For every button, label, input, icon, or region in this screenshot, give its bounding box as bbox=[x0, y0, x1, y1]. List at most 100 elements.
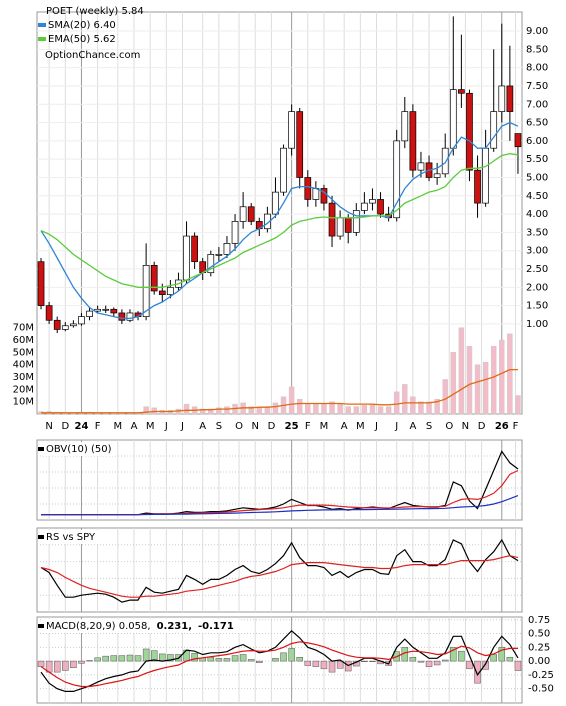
histogram-bar bbox=[70, 660, 77, 668]
y2-tick-label: 60M bbox=[13, 335, 34, 346]
volume-bar bbox=[450, 352, 457, 415]
histogram-bar bbox=[280, 652, 287, 662]
legend-label: -0.171 bbox=[198, 621, 234, 632]
candle-body bbox=[239, 206, 247, 222]
candle-body bbox=[272, 191, 279, 215]
x-tick-label: 26 bbox=[495, 421, 509, 432]
y-tick-label: 1.00 bbox=[526, 319, 548, 330]
x-tick-label: J bbox=[374, 421, 378, 432]
candle-body bbox=[247, 206, 255, 222]
x-tick-label: M bbox=[320, 421, 329, 432]
y-tick-label: 7.00 bbox=[526, 99, 548, 110]
x-tick-label: J bbox=[394, 421, 398, 432]
candle-body bbox=[37, 261, 45, 306]
candle-body bbox=[409, 111, 417, 171]
candle-body bbox=[498, 85, 506, 112]
candle-body bbox=[361, 202, 368, 211]
x-tick-label: O bbox=[235, 421, 243, 432]
x-tick-label: M bbox=[146, 421, 155, 432]
x-tick-label: S bbox=[426, 421, 432, 432]
volume-bar bbox=[385, 406, 392, 415]
overlay-line bbox=[40, 121, 519, 320]
histogram-bar bbox=[256, 660, 263, 664]
series-line bbox=[41, 495, 519, 516]
volume-bar bbox=[167, 410, 174, 415]
histogram-bar bbox=[191, 653, 198, 662]
histogram-bar bbox=[336, 660, 344, 669]
series-line bbox=[40, 555, 519, 598]
legend-swatch bbox=[38, 23, 46, 27]
y2-tick-label: 70M bbox=[13, 323, 34, 334]
y-tick-label: 2.50 bbox=[526, 264, 548, 275]
histogram-bar bbox=[482, 660, 489, 670]
histogram-bar bbox=[167, 654, 174, 662]
histogram-bar bbox=[239, 654, 247, 662]
candle-body bbox=[45, 305, 53, 321]
volume-bar bbox=[377, 406, 384, 415]
x-tick-label: N bbox=[252, 421, 259, 432]
candle-body bbox=[126, 312, 134, 321]
candle-body bbox=[514, 133, 522, 148]
x-tick-label: F bbox=[305, 421, 311, 432]
y-tick-label: -0.50 bbox=[528, 684, 554, 695]
y-tick-label: 6.00 bbox=[526, 136, 548, 147]
histogram-bar bbox=[94, 657, 101, 662]
candle-body bbox=[150, 265, 158, 292]
histogram-bar bbox=[498, 647, 506, 662]
histogram-bar bbox=[466, 660, 473, 670]
volume-bar bbox=[442, 379, 448, 415]
x-tick-label: D bbox=[61, 421, 69, 432]
candle-body bbox=[296, 111, 304, 178]
histogram-bar bbox=[37, 660, 45, 667]
y-tick-label: 0.75 bbox=[528, 615, 550, 626]
histogram-bar bbox=[450, 647, 457, 662]
legend-bg bbox=[42, 530, 100, 544]
histogram-bar bbox=[417, 660, 425, 663]
histogram-bar bbox=[110, 655, 118, 662]
volume-bar bbox=[296, 398, 303, 415]
candle-body bbox=[336, 217, 344, 237]
overlay-line bbox=[40, 153, 519, 288]
candle-body bbox=[167, 286, 174, 295]
candle-body bbox=[61, 325, 69, 330]
candle-body bbox=[458, 89, 465, 94]
y-tick-label: -0.25 bbox=[528, 670, 554, 681]
histogram-bar bbox=[272, 658, 279, 662]
histogram-bar bbox=[312, 660, 320, 667]
x-tick-label: D bbox=[478, 421, 486, 432]
histogram-bar bbox=[231, 655, 239, 662]
volume-bar bbox=[361, 405, 368, 415]
x-tick-label: A bbox=[199, 421, 206, 432]
candle-body bbox=[506, 85, 514, 112]
candle-body bbox=[490, 111, 498, 149]
x-tick-label: A bbox=[131, 421, 138, 432]
histogram-bar bbox=[159, 653, 166, 662]
volume-bar bbox=[313, 403, 319, 415]
candle-body bbox=[369, 199, 376, 204]
histogram-bar bbox=[126, 654, 134, 662]
histogram-bar bbox=[474, 660, 481, 684]
volume-bar bbox=[482, 361, 489, 415]
volume-bar bbox=[410, 396, 416, 415]
histogram-bar bbox=[506, 656, 514, 662]
volume-bar bbox=[515, 395, 521, 415]
series-line bbox=[40, 538, 519, 603]
candle-body bbox=[86, 310, 93, 317]
histogram-bar bbox=[78, 660, 85, 664]
legend-bg bbox=[42, 619, 240, 633]
volume-bar bbox=[321, 403, 327, 415]
y-tick-label: 5.50 bbox=[526, 154, 548, 165]
candle-body bbox=[466, 92, 473, 171]
histogram-bar bbox=[304, 660, 312, 666]
y-tick-label: 4.50 bbox=[526, 191, 548, 202]
volume-bar bbox=[224, 406, 230, 415]
histogram-bar bbox=[288, 648, 295, 662]
panel-frame bbox=[36, 616, 523, 704]
candle-body bbox=[417, 162, 425, 171]
candle-body bbox=[482, 147, 489, 204]
x-tick-label: F bbox=[95, 421, 101, 432]
histogram-bar bbox=[142, 648, 150, 662]
signal-line bbox=[40, 641, 518, 688]
y-tick-label: 0.50 bbox=[528, 629, 550, 640]
volume-bar bbox=[353, 406, 360, 415]
